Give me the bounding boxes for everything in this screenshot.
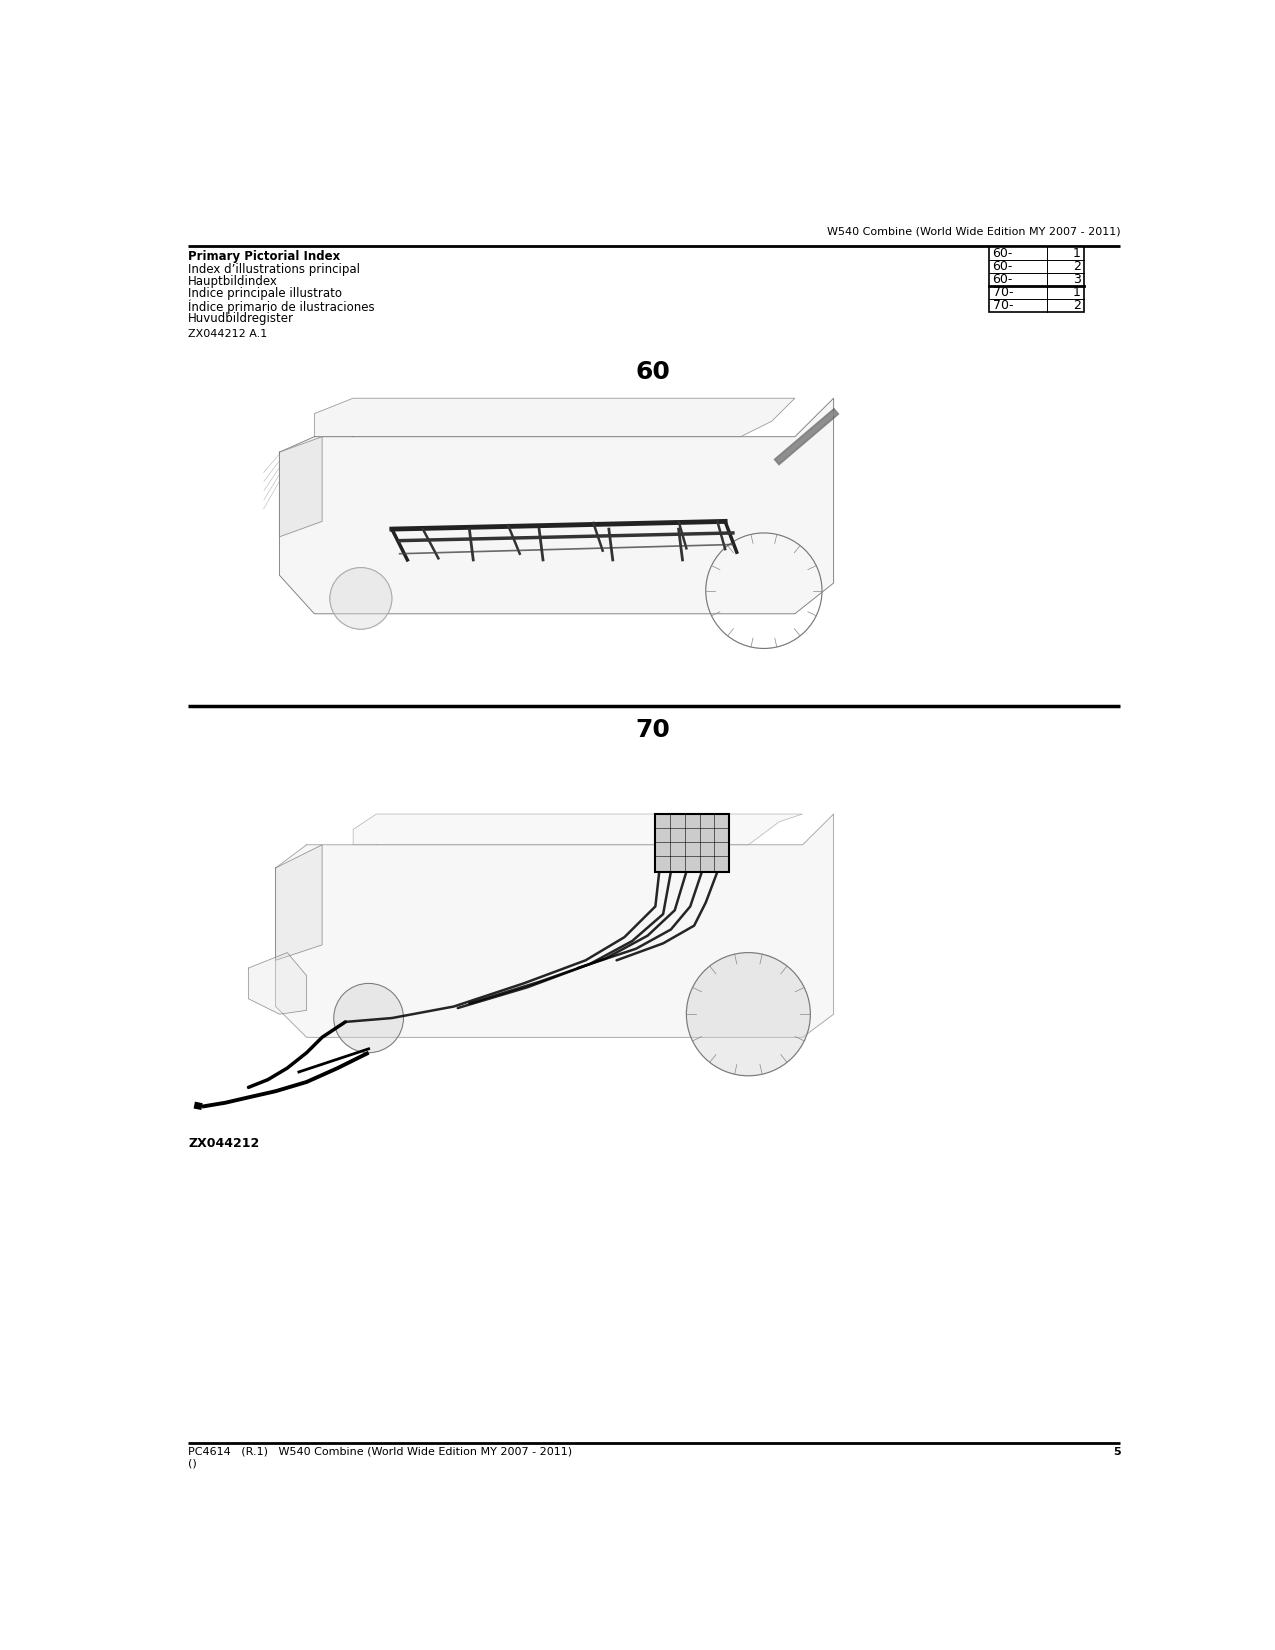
Polygon shape [279,437,323,536]
Text: 60-: 60- [992,259,1012,272]
Polygon shape [249,952,306,1015]
Circle shape [686,952,811,1076]
Circle shape [334,983,403,1053]
Text: Hauptbildindex: Hauptbildindex [187,276,278,289]
Bar [249,729,1031,1099]
Text: Index d’illustrations principal: Index d’illustrations principal [187,262,360,276]
Text: 60-: 60- [992,246,1012,259]
Text: 70: 70 [636,718,671,742]
Text: 2: 2 [1074,259,1081,272]
Polygon shape [275,845,323,960]
Bar [655,813,729,871]
Polygon shape [353,813,803,845]
Text: Índice primario de ilustraciones: Índice primario de ilustraciones [187,300,375,314]
Text: (): () [187,1459,196,1468]
Text: 70-: 70- [992,285,1014,299]
Text: PC4614   (R.1)   W540 Combine (World Wide Edition MY 2007 - 2011): PC4614 (R.1) W540 Combine (World Wide Ed… [187,1447,572,1457]
Text: Huvudbildregister: Huvudbildregister [187,312,295,325]
Circle shape [330,568,391,629]
Text: 5: 5 [1113,1447,1121,1457]
Text: 70-: 70- [992,299,1014,312]
Polygon shape [279,398,834,614]
Text: 1: 1 [1074,285,1081,299]
Text: Indice principale illustrato: Indice principale illustrato [187,287,342,300]
Bar [988,246,1084,312]
Text: ZX044212 A.1: ZX044212 A.1 [187,328,268,338]
Text: 60: 60 [636,360,671,384]
Text: ZX044212: ZX044212 [187,1137,259,1150]
Text: 2: 2 [1074,299,1081,312]
Text: Primary Pictorial Index: Primary Pictorial Index [187,251,340,264]
Text: W540 Combine (World Wide Edition MY 2007 - 2011): W540 Combine (World Wide Edition MY 2007… [826,226,1121,236]
Polygon shape [275,813,834,1038]
Bar [249,348,1031,691]
Text: 60-: 60- [992,272,1012,285]
Polygon shape [315,398,794,437]
Text: 3: 3 [1074,272,1081,285]
Text: 1: 1 [1074,246,1081,259]
